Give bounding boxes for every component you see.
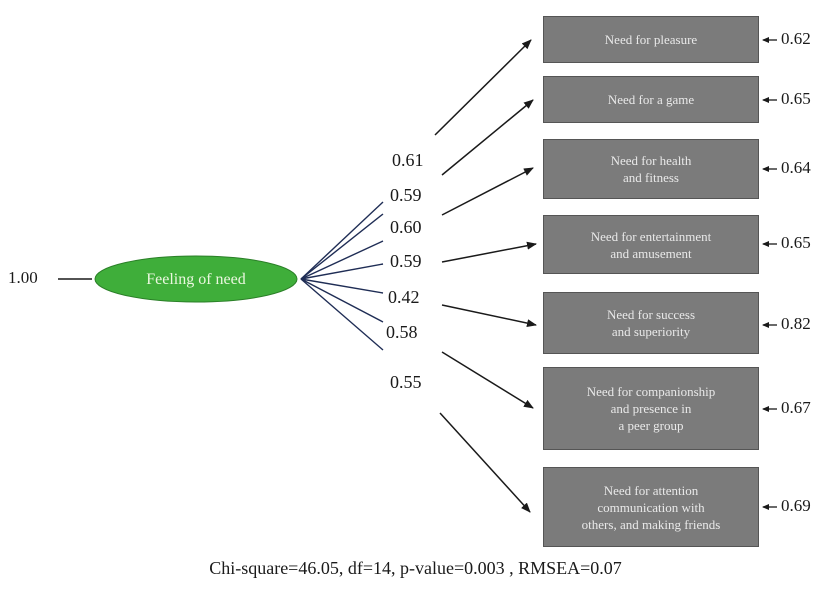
error-variance: 0.82 bbox=[781, 314, 811, 333]
loading-arrow bbox=[434, 39, 532, 136]
fan-line bbox=[300, 240, 384, 280]
fan-line bbox=[300, 201, 384, 280]
fan-line bbox=[300, 278, 384, 323]
latent-variance: 1.00 bbox=[8, 268, 38, 287]
latent-label: Feeling of need bbox=[146, 271, 246, 288]
loading-arrow bbox=[441, 351, 534, 409]
error-variance: 0.65 bbox=[781, 233, 811, 252]
fan-line bbox=[300, 213, 384, 280]
error-variance: 0.65 bbox=[781, 89, 811, 108]
loading-arrow bbox=[441, 167, 534, 216]
indicator-box: Need for success and superiority bbox=[543, 292, 759, 354]
error-variance: 0.64 bbox=[781, 158, 811, 177]
error-variance: 0.62 bbox=[781, 29, 811, 48]
loading-arrow bbox=[441, 304, 537, 328]
loading-arrow bbox=[441, 241, 537, 263]
indicator-box: Need for companionship and presence in a… bbox=[543, 367, 759, 450]
loading-label: 0.60 bbox=[390, 217, 422, 237]
loading-label: 0.58 bbox=[386, 322, 418, 342]
loading-label: 0.55 bbox=[390, 372, 422, 392]
loading-arrow bbox=[441, 99, 534, 176]
loading-label: 0.61 bbox=[392, 150, 424, 170]
loading-label: 0.59 bbox=[390, 251, 422, 271]
loading-arrow bbox=[439, 412, 531, 513]
fan-line bbox=[300, 263, 384, 280]
loading-label: 0.59 bbox=[390, 185, 422, 205]
indicator-box: Need for attention communication with ot… bbox=[543, 467, 759, 547]
error-variance: 0.67 bbox=[781, 398, 811, 417]
fan-line bbox=[300, 278, 384, 294]
indicator-box: Need for entertainment and amusement bbox=[543, 215, 759, 274]
fan-line bbox=[300, 278, 384, 351]
loading-label: 0.42 bbox=[388, 287, 420, 307]
indicator-box: Need for pleasure bbox=[543, 16, 759, 63]
error-variance: 0.69 bbox=[781, 496, 811, 515]
fan-lines bbox=[300, 201, 384, 351]
indicator-box: Need for health and fitness bbox=[543, 139, 759, 199]
loading-arrows bbox=[434, 39, 537, 513]
latent-ellipse bbox=[94, 255, 298, 303]
error-arrows bbox=[762, 37, 777, 510]
fit-statistics: Chi-square=46.05, df=14, p-value=0.003 ,… bbox=[209, 558, 622, 578]
indicator-box: Need for a game bbox=[543, 76, 759, 123]
